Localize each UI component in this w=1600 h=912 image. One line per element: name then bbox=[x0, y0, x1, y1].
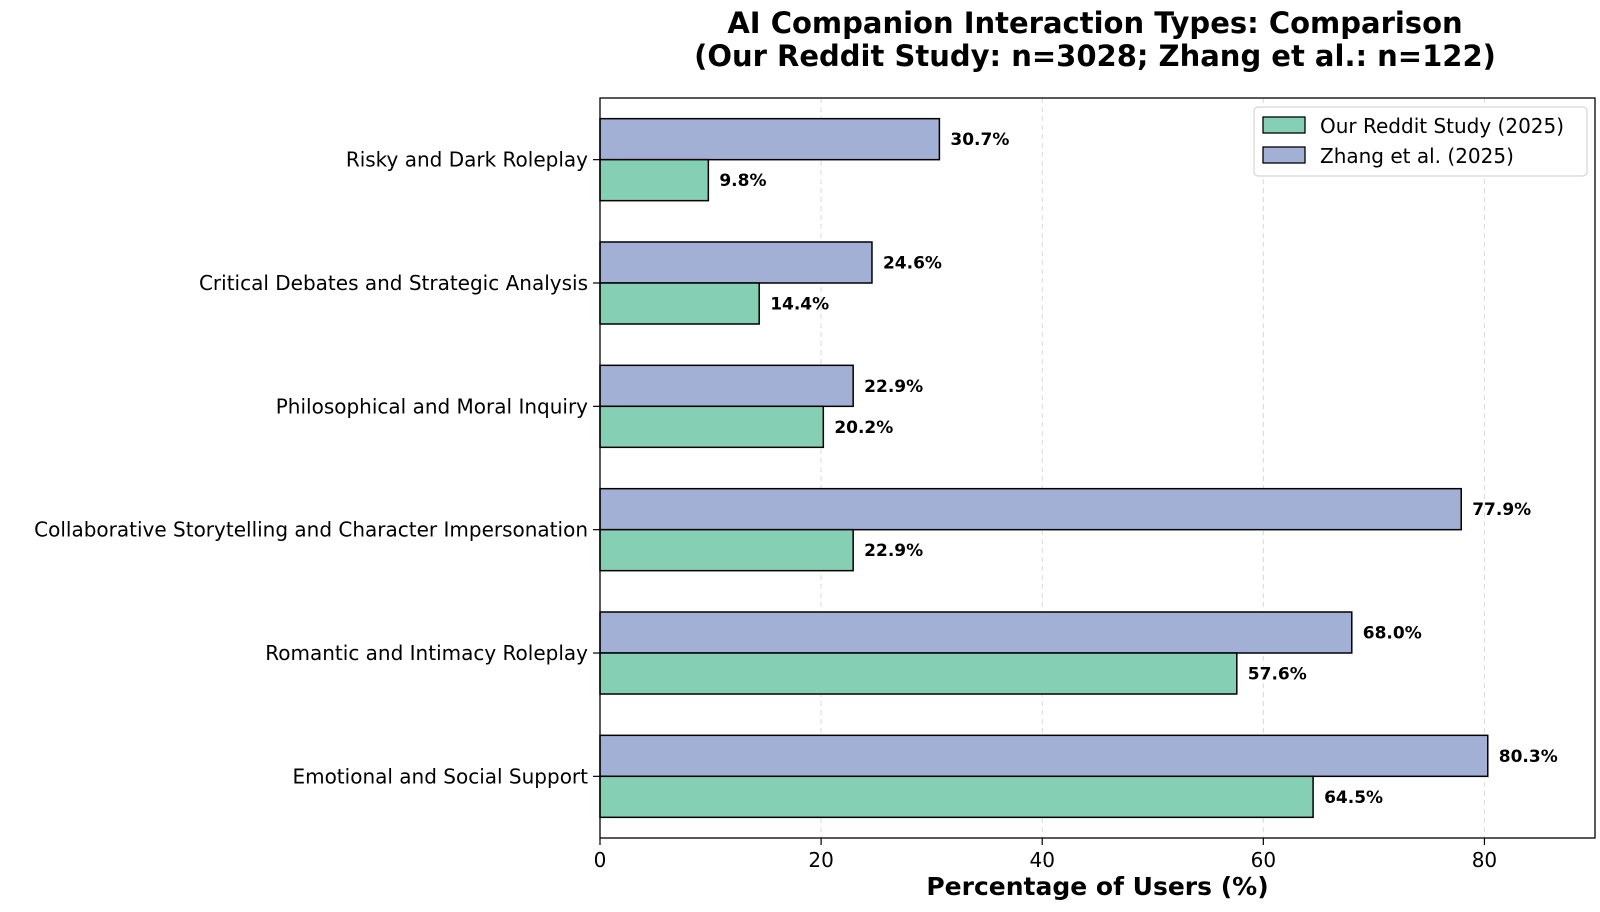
data-label-zhang: 30.7% bbox=[950, 130, 1009, 150]
category-label: Critical Debates and Strategic Analysis bbox=[199, 271, 588, 295]
bar-reddit bbox=[599, 652, 1238, 695]
bar-reddit bbox=[599, 158, 710, 202]
data-label-zhang: 22.9% bbox=[864, 377, 923, 397]
legend-label-reddit: Our Reddit Study (2025) bbox=[1320, 114, 1564, 138]
legend-box bbox=[1253, 106, 1588, 177]
legend: Our Reddit Study (2025) Zhang et al. (20… bbox=[1253, 106, 1588, 177]
category-label: Philosophical and Moral Inquiry bbox=[276, 394, 588, 418]
data-label-reddit: 9.8% bbox=[719, 171, 766, 191]
bar-zhang bbox=[599, 734, 1489, 778]
plot-frame bbox=[599, 97, 1596, 839]
data-label-reddit: 14.4% bbox=[770, 295, 829, 315]
legend-label-zhang: Zhang et al. (2025) bbox=[1320, 144, 1514, 168]
bars-layer bbox=[599, 117, 1489, 819]
data-label-zhang: 24.6% bbox=[883, 254, 942, 274]
data-label-reddit: 20.2% bbox=[834, 418, 893, 438]
data-label-reddit: 57.6% bbox=[1248, 665, 1307, 685]
bar-reddit bbox=[599, 528, 854, 572]
bar-zhang bbox=[599, 611, 1353, 654]
x-tick-label: 0 bbox=[594, 848, 607, 872]
bar-zhang bbox=[599, 364, 854, 408]
bar-reddit bbox=[599, 282, 760, 325]
axis-layer: 0 20 40 60 80 Emotional and Social Support Rom… bbox=[34, 148, 1497, 872]
legend-swatch-reddit bbox=[1262, 116, 1306, 134]
category-label: Emotional and Social Support bbox=[292, 764, 588, 788]
bar-zhang bbox=[599, 117, 941, 161]
data-labels-layer: 80.3% 64.5% 68.0% 57.6% 77.9% 22.9% 22.9% 20.2%… bbox=[719, 130, 1557, 808]
chart-title: AI Companion Interaction Types: Comparis… bbox=[727, 6, 1462, 40]
category-label: Collaborative Storytelling and Character… bbox=[34, 518, 588, 542]
x-axis-label: Percentage of Users (%) bbox=[926, 872, 1268, 901]
bar-reddit bbox=[599, 405, 825, 449]
chart-subtitle: (Our Reddit Study: n=3028; Zhang et al.:… bbox=[694, 39, 1496, 73]
bar-zhang bbox=[599, 487, 1462, 531]
grid-layer bbox=[599, 98, 1485, 838]
category-label: Risky and Dark Roleplay bbox=[346, 148, 588, 172]
bar-reddit bbox=[599, 775, 1314, 819]
x-tick-label: 40 bbox=[1029, 848, 1054, 872]
category-label: Romantic and Intimacy Roleplay bbox=[265, 641, 588, 665]
x-tick-label: 80 bbox=[1472, 848, 1497, 872]
data-label-reddit: 22.9% bbox=[864, 541, 923, 561]
data-label-zhang: 68.0% bbox=[1363, 624, 1422, 644]
data-label-zhang: 80.3% bbox=[1499, 747, 1558, 767]
data-label-zhang: 77.9% bbox=[1472, 500, 1531, 520]
data-label-reddit: 64.5% bbox=[1324, 788, 1383, 808]
legend-swatch-zhang bbox=[1262, 146, 1306, 164]
x-tick-label: 20 bbox=[808, 848, 833, 872]
bar-zhang bbox=[599, 241, 873, 284]
x-tick-label: 60 bbox=[1251, 848, 1276, 872]
